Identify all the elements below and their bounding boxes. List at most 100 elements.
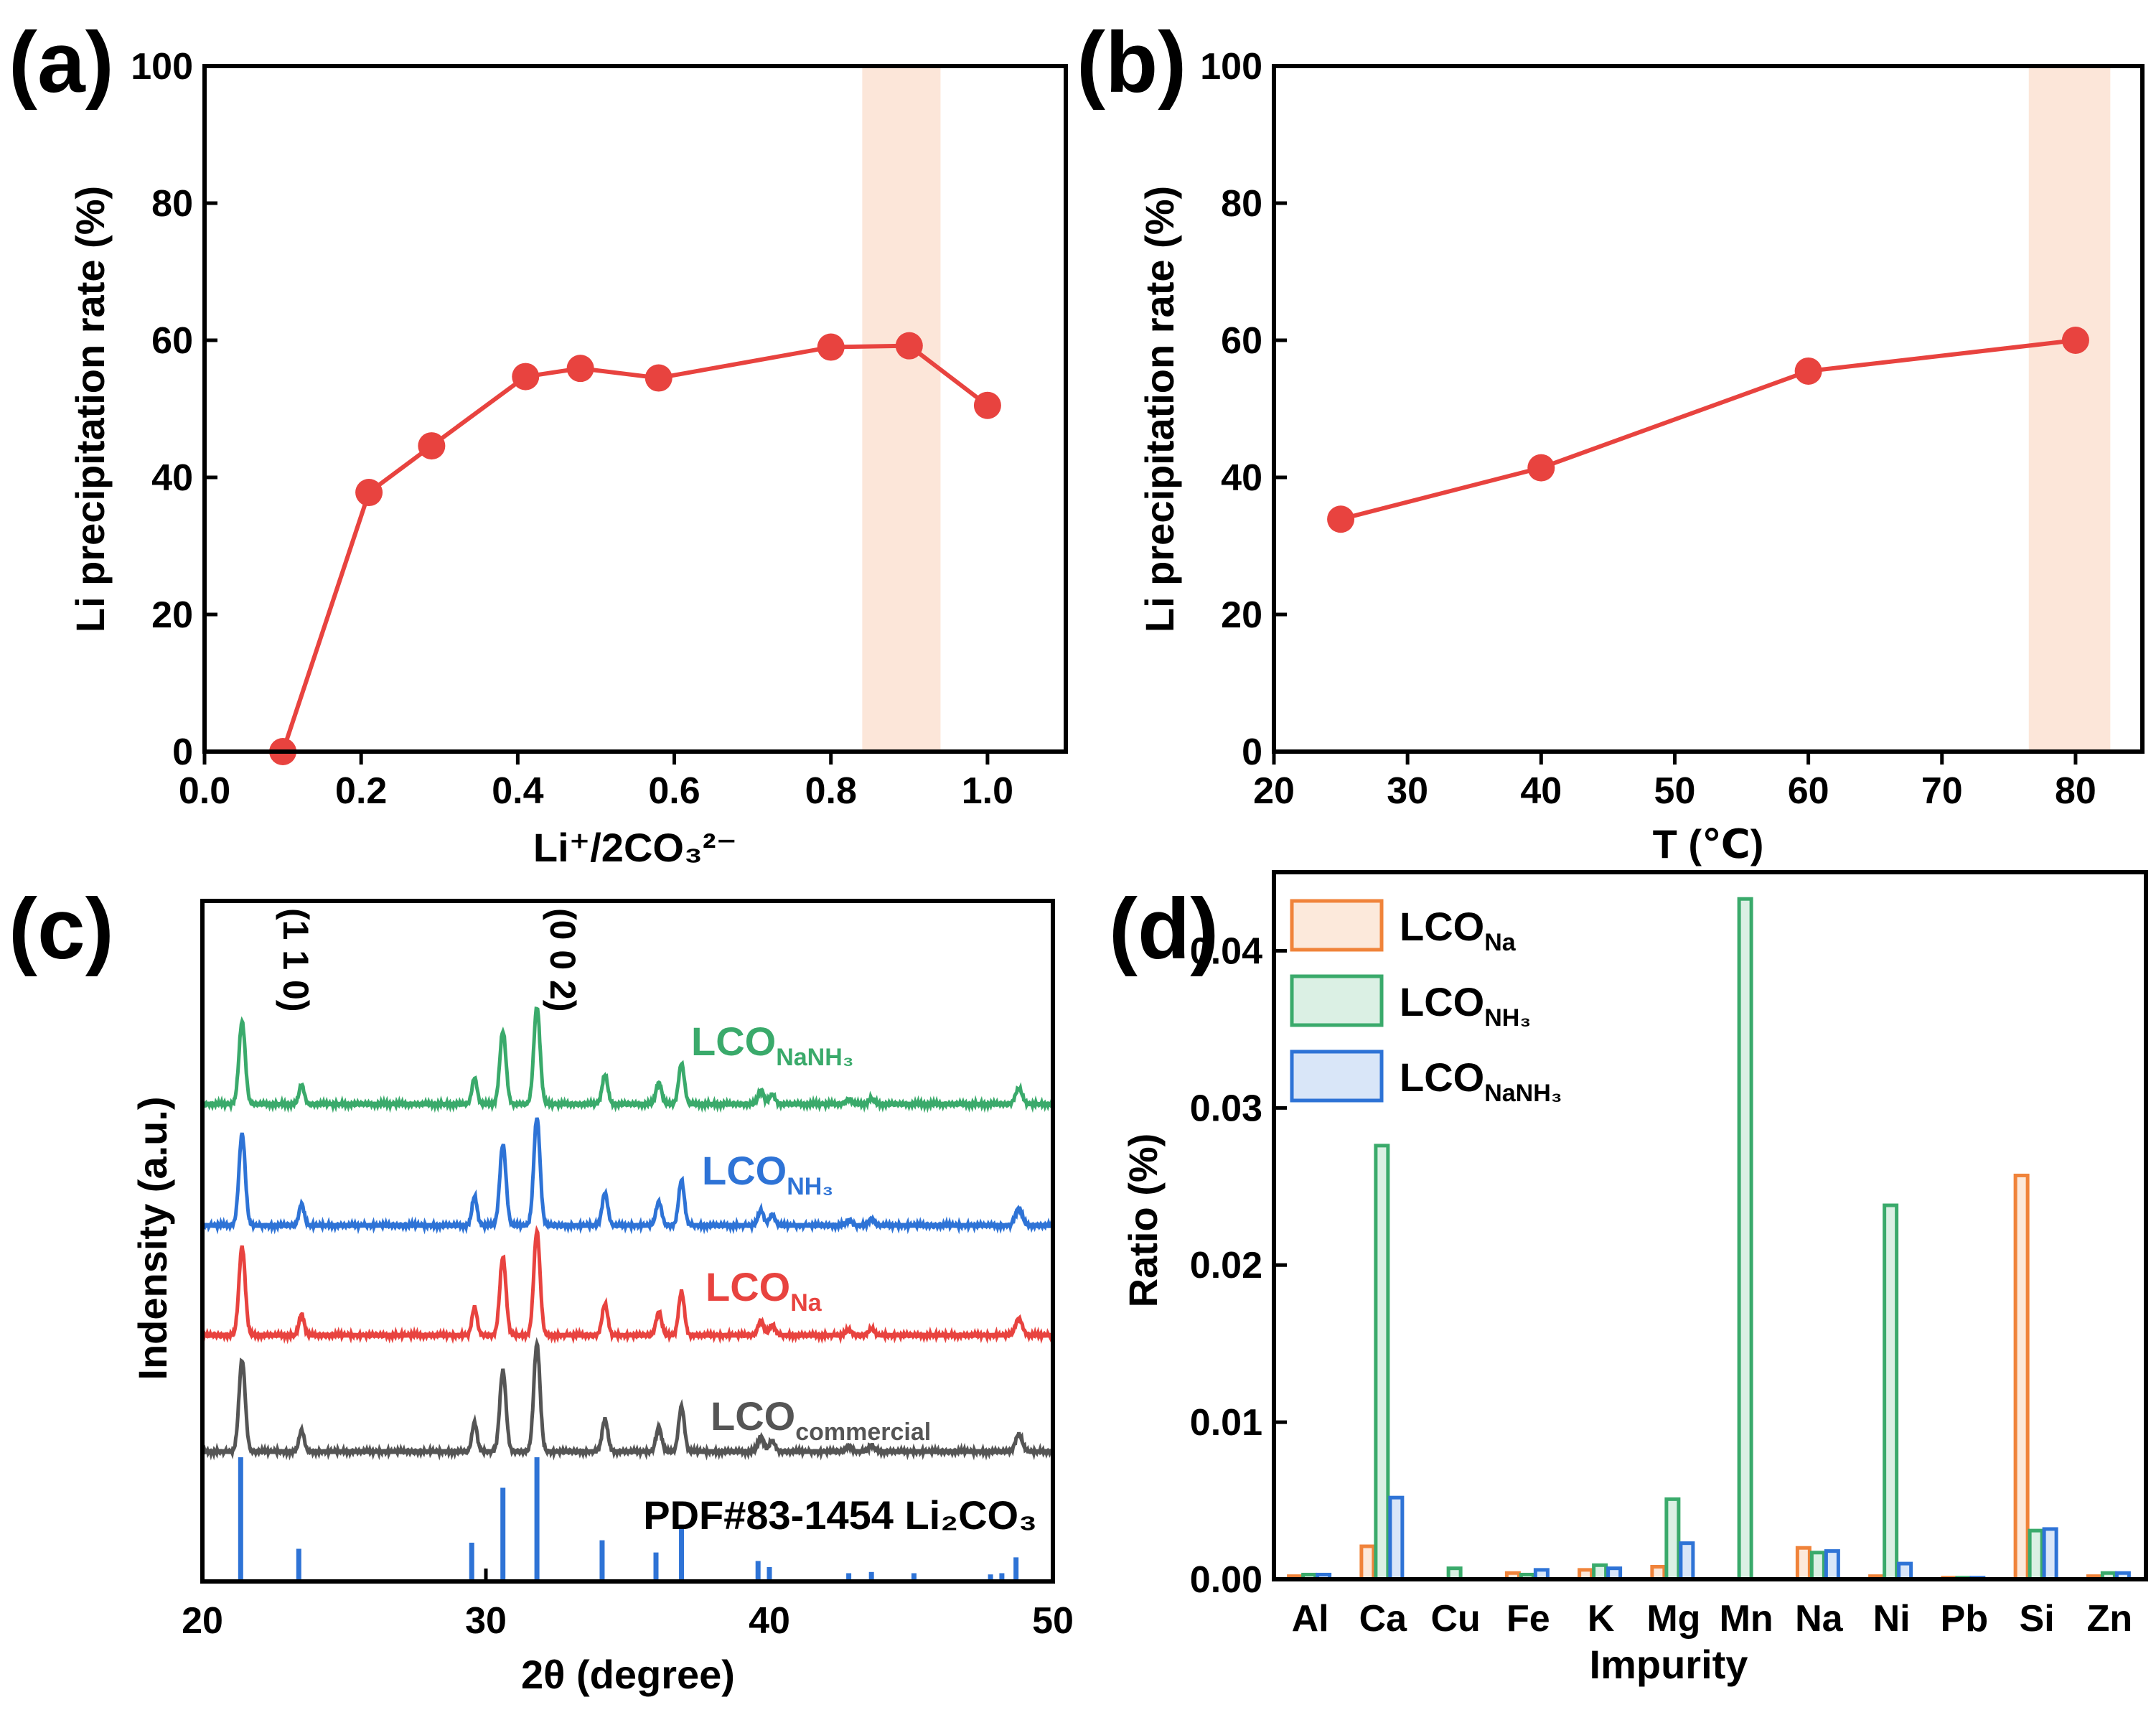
y-tick-label: 0.03: [1190, 1088, 1262, 1129]
bar: [2042, 1527, 2058, 1581]
category-label: Pb: [1941, 1598, 1988, 1640]
bar: [1359, 1544, 1376, 1581]
legend-swatch: [1290, 974, 1384, 1027]
y-axis-label-c: Indensity (a.u.): [130, 1096, 175, 1380]
category-label: Na: [1795, 1598, 1844, 1640]
data-point: [1794, 357, 1822, 385]
data-point: [566, 355, 594, 383]
x-tick-label: 20: [1253, 770, 1295, 812]
data-point: [895, 332, 923, 360]
y-tick-label: 0: [172, 732, 193, 773]
y-tick-label: 100: [131, 46, 193, 88]
y-tick-label: 40: [151, 457, 193, 499]
series-label: LCONaNH₃: [691, 1019, 854, 1071]
x-tick-label: 0.2: [335, 770, 387, 812]
x-tick-label: 0.4: [492, 770, 543, 812]
y-tick-label: 60: [1221, 320, 1262, 362]
x-tick-label: 40: [1520, 770, 1562, 812]
bar: [1388, 1495, 1405, 1581]
category-label: Zn: [2087, 1598, 2133, 1640]
x-tick-label: 0.6: [648, 770, 700, 812]
category-label: Mn: [1720, 1598, 1773, 1640]
y-axis-label-b: Li precipitation rate (%): [1137, 186, 1182, 632]
y-tick-label: 80: [151, 183, 193, 225]
y-tick-label: 20: [1221, 594, 1262, 636]
xrd-trace: [200, 1006, 1055, 1113]
plot-frame-a: [202, 64, 1068, 754]
series-label: LCONH₃: [702, 1148, 833, 1200]
x-tick-label: 70: [1921, 770, 1963, 812]
y-tick-label: 0.04: [1190, 930, 1262, 972]
legend-label: LCONa: [1400, 904, 1517, 956]
x-tick-label: 0.0: [179, 770, 230, 812]
category-label: Ca: [1359, 1598, 1408, 1640]
data-point: [973, 391, 1001, 419]
y-axis-label-d: Ratio (%): [1120, 1134, 1166, 1308]
category-label: Ni: [1873, 1598, 1911, 1640]
y-axis-label-a: Li precipitation rate (%): [67, 186, 113, 632]
data-point: [817, 333, 845, 361]
x-axis-label-a: Li⁺/2CO₃²⁻: [533, 825, 737, 870]
bar: [1824, 1549, 1840, 1581]
data-point: [512, 363, 540, 391]
bar: [1809, 1551, 1826, 1581]
data-point: [1327, 505, 1355, 533]
xrd-trace: [201, 1225, 1054, 1345]
category-label: Al: [1292, 1598, 1329, 1640]
x-tick-label: 60: [1788, 770, 1829, 812]
panel-label-a: (a): [9, 14, 114, 111]
series-label: LCONa: [706, 1264, 822, 1317]
x-axis-label-d: Impurity: [1590, 1642, 1748, 1687]
bar: [1679, 1541, 1695, 1581]
bar: [1883, 1203, 1899, 1581]
highlight-band: [862, 68, 941, 752]
data-point: [2061, 327, 2089, 354]
panel-d: (d) 0.00 0.01 0.02 0.03 0.04 Al Ca Cu Fe K Mg Mn Na…: [1109, 870, 2148, 1687]
bar: [1795, 1546, 1811, 1581]
bar: [1897, 1561, 1913, 1581]
data-point: [418, 432, 446, 460]
reference-label: PDF#83-1454 Li₂CO₃: [643, 1492, 1037, 1538]
plot-frame-c: [200, 899, 1055, 1584]
x-tick-label: 30: [465, 1600, 507, 1642]
panel-label-c: (c): [9, 881, 114, 977]
bar: [2013, 1173, 2030, 1581]
legend-swatch: [1290, 899, 1384, 952]
x-tick-label: 50: [1654, 770, 1696, 812]
series-label: LCOcommercial: [711, 1393, 931, 1446]
y-tick-label: 80: [1221, 183, 1262, 225]
bar: [1737, 897, 1753, 1581]
x-tick-label: 40: [749, 1600, 790, 1642]
x-tick-label: 20: [182, 1600, 223, 1642]
peak-annotation-110: (1 1 0): [276, 908, 316, 1012]
y-tick-label: 0.01: [1190, 1402, 1262, 1444]
y-tick-label: 0: [1242, 732, 1262, 773]
panel-c: (c) 20 30 40 50 LCONaNH₃ LCONH₃ LCONa LCOcomme…: [9, 881, 1074, 1697]
y-tick-label: 0.00: [1190, 1559, 1262, 1601]
panel-a: (a) 0 20 40 60 80 100 0.0 0.2 0.4 0.6 0.8 1.0 Li p…: [9, 14, 1068, 870]
y-tick-label: 40: [1221, 457, 1262, 499]
highlight-band: [2028, 68, 2111, 752]
xrd-trace: [200, 1117, 1054, 1235]
x-axis-label-c: 2θ (degree): [521, 1652, 735, 1697]
legend-swatch: [1290, 1050, 1384, 1103]
y-tick-label: 0.02: [1190, 1245, 1262, 1286]
plot-frame-b: [1272, 64, 2145, 754]
data-point: [355, 479, 383, 507]
category-label: Fe: [1506, 1598, 1550, 1640]
category-label: Mg: [1646, 1598, 1700, 1640]
x-tick-label: 50: [1032, 1600, 1074, 1642]
x-tick-label: 0.8: [805, 770, 857, 812]
x-tick-label: 30: [1387, 770, 1428, 812]
xrd-trace: [201, 1337, 1055, 1461]
x-axis-label-b: T (℃): [1653, 821, 1764, 866]
panel-label-b: (b): [1077, 14, 1186, 111]
plot-frame-d: [1272, 870, 2148, 1581]
category-label: K: [1588, 1598, 1615, 1640]
x-tick-label: 1.0: [962, 770, 1013, 812]
y-tick-label: 100: [1200, 46, 1262, 88]
legend-label: LCONaNH₃: [1400, 1055, 1562, 1107]
bar: [1374, 1144, 1390, 1581]
